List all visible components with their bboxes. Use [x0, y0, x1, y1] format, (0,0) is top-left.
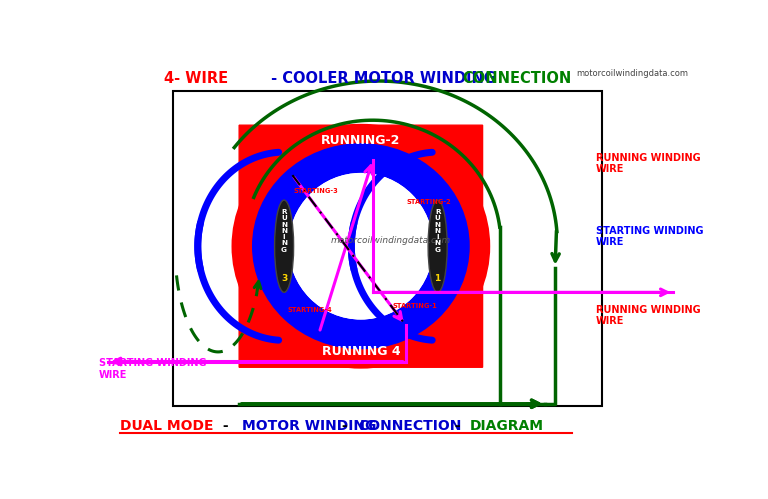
Text: RUNNING 4: RUNNING 4: [322, 345, 400, 358]
Ellipse shape: [275, 200, 293, 292]
Text: DIAGRAM: DIAGRAM: [470, 419, 544, 433]
Ellipse shape: [233, 125, 489, 367]
Text: STARTING WINDING
WIRE: STARTING WINDING WIRE: [596, 226, 703, 248]
Text: -: -: [218, 419, 233, 433]
Text: STARTING WINDING
WIRE: STARTING WINDING WIRE: [99, 358, 207, 380]
Text: R
U
N
N
I
N
G: R U N N I N G: [281, 209, 287, 252]
Text: motorcoilwindingdata.com: motorcoilwindingdata.com: [576, 69, 688, 78]
Text: STARTING-3: STARTING-3: [294, 188, 339, 194]
Text: RUNNING WINDING
WIRE: RUNNING WINDING WIRE: [596, 153, 700, 175]
Text: DUAL MODE: DUAL MODE: [120, 419, 214, 433]
Text: 4- WIRE: 4- WIRE: [164, 71, 229, 86]
Ellipse shape: [253, 145, 468, 348]
Text: -: -: [450, 419, 465, 433]
Polygon shape: [239, 283, 482, 367]
Text: RUNNING-2: RUNNING-2: [321, 134, 401, 147]
Ellipse shape: [290, 174, 432, 319]
Text: motorcoilwindingdata.com: motorcoilwindingdata.com: [330, 236, 451, 245]
Text: STARTING-1: STARTING-1: [392, 303, 437, 309]
Text: 3: 3: [281, 274, 287, 283]
Text: - COOLER MOTOR WINDING: - COOLER MOTOR WINDING: [266, 71, 501, 86]
Text: CONNECTION: CONNECTION: [462, 71, 571, 86]
Text: STARTING-4: STARTING-4: [288, 306, 333, 313]
Text: STARTING-2: STARTING-2: [407, 199, 452, 205]
Ellipse shape: [428, 200, 447, 292]
Text: MOTOR WINDING: MOTOR WINDING: [242, 419, 376, 433]
Text: R
U
N
N
I
N
G: R U N N I N G: [435, 209, 441, 252]
Ellipse shape: [290, 174, 432, 319]
Text: CONNECTION: CONNECTION: [358, 419, 462, 433]
Text: RUNNING WINDING
WIRE: RUNNING WINDING WIRE: [596, 304, 700, 326]
Polygon shape: [239, 125, 482, 209]
Text: -: -: [337, 419, 353, 433]
Bar: [174, 91, 602, 406]
Text: 1: 1: [435, 274, 441, 283]
